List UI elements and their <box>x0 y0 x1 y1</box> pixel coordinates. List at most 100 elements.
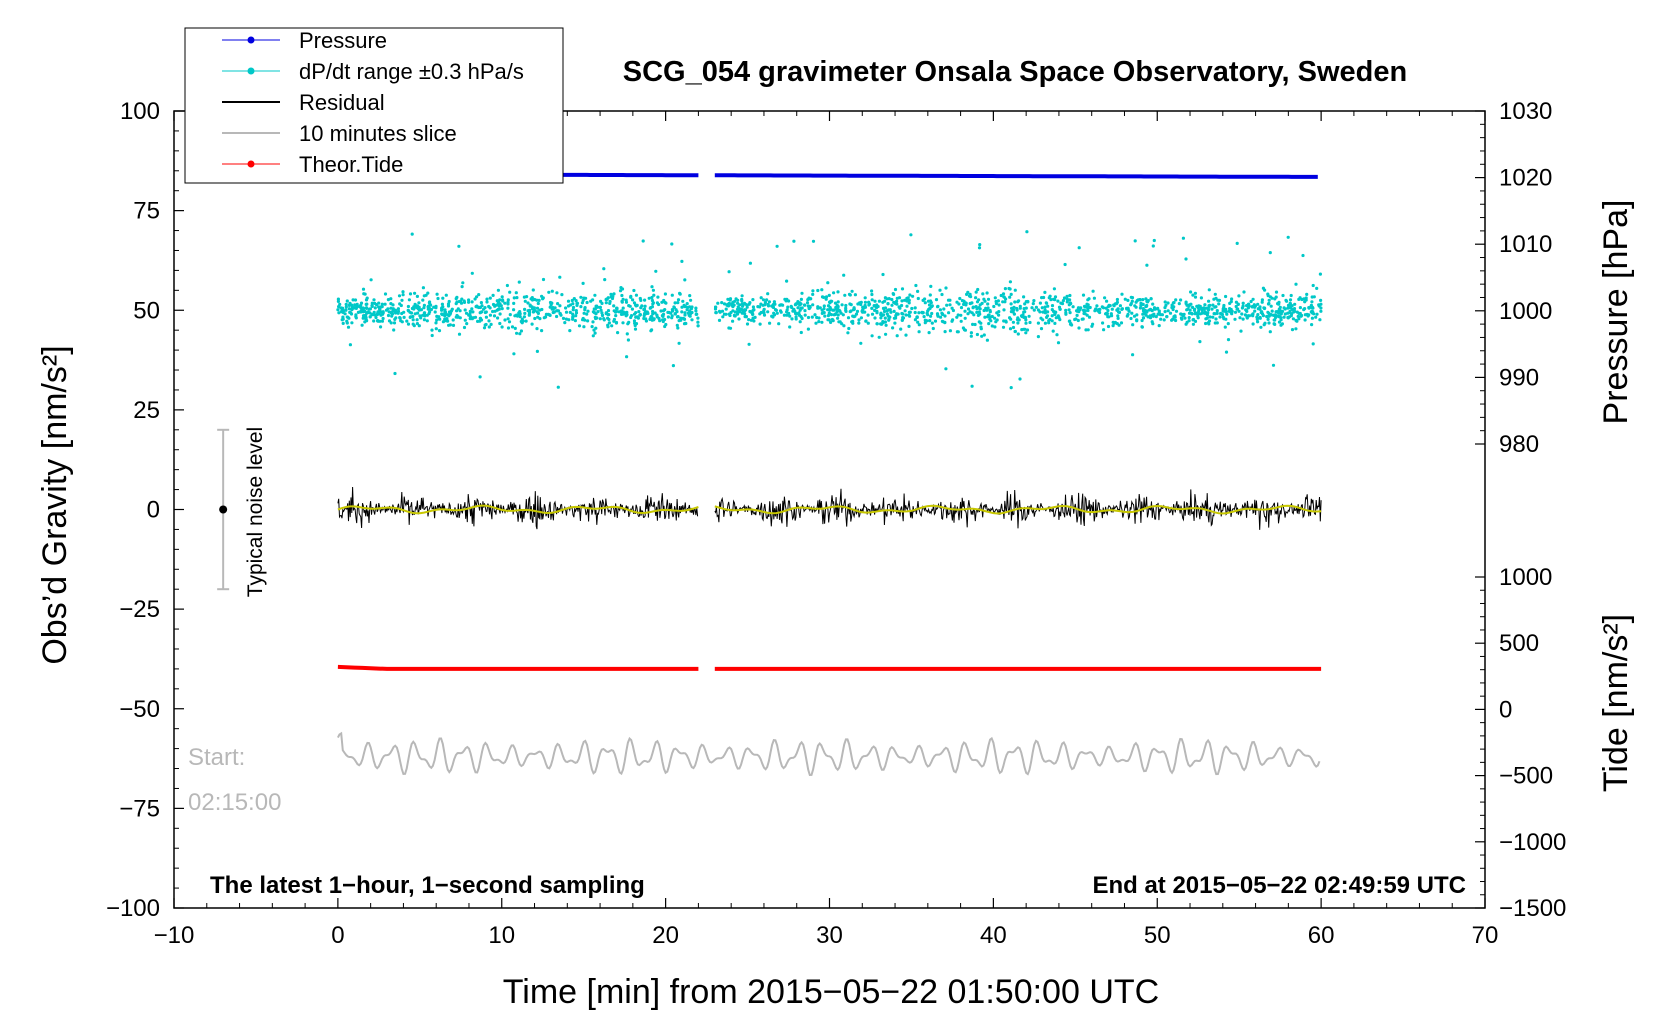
dpdt-point <box>579 305 583 309</box>
dpdt-point <box>807 306 811 311</box>
dpdt-point <box>944 367 948 371</box>
dpdt-point <box>907 298 911 302</box>
dpdt-point <box>956 330 960 334</box>
dpdt-point <box>938 308 943 312</box>
dpdt-point <box>544 312 549 316</box>
dpdt-point <box>663 292 668 296</box>
dpdt-point <box>535 298 539 302</box>
dpdt-point <box>1267 321 1271 325</box>
dpdt-point <box>820 311 824 315</box>
dpdt-point <box>759 296 763 300</box>
dpdt-point <box>1166 309 1170 313</box>
dpdt-point <box>454 297 458 301</box>
dpdt-point <box>649 314 654 319</box>
dpdt-point <box>853 293 858 297</box>
dpdt-point <box>1260 300 1264 304</box>
dpdt-point <box>988 310 992 314</box>
dpdt-point <box>936 304 940 308</box>
slice-line <box>337 731 1321 777</box>
x-tick-label: 60 <box>1308 922 1335 949</box>
dpdt-point <box>940 319 945 323</box>
dpdt-point <box>1011 320 1016 324</box>
dpdt-point <box>640 304 644 308</box>
dpdt-point <box>661 312 666 316</box>
dpdt-point <box>683 313 687 317</box>
dpdt-point <box>488 313 492 317</box>
dpdt-point <box>772 313 777 317</box>
dpdt-point <box>883 320 888 324</box>
dpdt-point <box>884 323 888 327</box>
dpdt-point <box>1154 315 1158 319</box>
dpdt-point <box>561 316 566 320</box>
dpdt-point <box>1279 318 1283 322</box>
dpdt-point <box>728 297 733 301</box>
dpdt-point <box>497 300 501 304</box>
dpdt-point <box>751 298 755 302</box>
dpdt-point <box>870 312 875 316</box>
dpdt-point <box>1068 322 1073 326</box>
dpdt-point <box>651 312 655 316</box>
dpdt-point <box>993 296 997 300</box>
dpdt-point <box>1289 314 1293 318</box>
dpdt-point <box>805 301 810 305</box>
dpdt-point <box>670 308 675 312</box>
dpdt-point <box>882 309 887 314</box>
tide-axis-label: Tide [nm/s²] <box>1597 614 1635 792</box>
dpdt-point <box>963 309 967 313</box>
dpdt-point <box>875 322 879 326</box>
dpdt-point <box>1107 303 1111 307</box>
dpdt-point <box>1184 257 1188 261</box>
dpdt-point <box>1207 299 1211 303</box>
dpdt-point <box>1213 321 1217 325</box>
dpdt-point <box>963 301 968 305</box>
dpdt-point <box>648 317 652 321</box>
dpdt-point <box>1260 298 1264 302</box>
x-tick-label: 10 <box>488 922 515 949</box>
dpdt-point <box>1092 296 1096 300</box>
dpdt-point <box>408 292 413 296</box>
dpdt-point <box>412 307 416 311</box>
dpdt-point <box>535 306 540 310</box>
dpdt-point <box>983 299 987 303</box>
dpdt-point <box>861 308 865 312</box>
dpdt-point <box>568 303 573 307</box>
dpdt-point <box>606 309 611 313</box>
dpdt-point <box>612 304 616 308</box>
dpdt-point <box>603 278 607 282</box>
dpdt-point <box>415 322 419 326</box>
dpdt-point <box>527 312 532 316</box>
dpdt-point <box>1319 309 1323 313</box>
dpdt-point <box>923 297 927 301</box>
dpdt-point <box>1083 309 1087 313</box>
dpdt-point <box>909 233 913 237</box>
dpdt-point <box>927 331 931 335</box>
end-time-annotation: End at 2015−05−22 02:49:59 UTC <box>1092 872 1466 899</box>
dpdt-point <box>500 307 504 311</box>
dpdt-point <box>1106 308 1110 313</box>
dpdt-point <box>564 317 569 321</box>
dpdt-point <box>1184 322 1188 326</box>
pressure-line-segment <box>714 173 1318 179</box>
dpdt-point <box>718 310 722 314</box>
dpdt-point <box>859 302 863 307</box>
dpdt-point <box>1303 318 1307 322</box>
dpdt-point <box>1135 319 1139 323</box>
dpdt-point <box>1198 340 1202 344</box>
dpdt-point <box>361 287 366 291</box>
dpdt-point <box>593 331 597 335</box>
dpdt-point <box>894 301 898 305</box>
dpdt-point <box>444 293 448 297</box>
dpdt-point <box>1211 315 1215 319</box>
dpdt-point <box>606 312 610 317</box>
dpdt-point <box>610 324 614 328</box>
dpdt-point <box>1310 309 1314 314</box>
legend-marker-tide <box>247 160 255 168</box>
dpdt-point <box>360 323 364 327</box>
dpdt-point <box>1160 313 1164 317</box>
dpdt-point <box>345 321 349 325</box>
dpdt-point <box>1225 312 1229 316</box>
dpdt-point <box>1180 317 1184 321</box>
dpdt-point <box>555 291 559 295</box>
dpdt-point <box>870 289 874 293</box>
